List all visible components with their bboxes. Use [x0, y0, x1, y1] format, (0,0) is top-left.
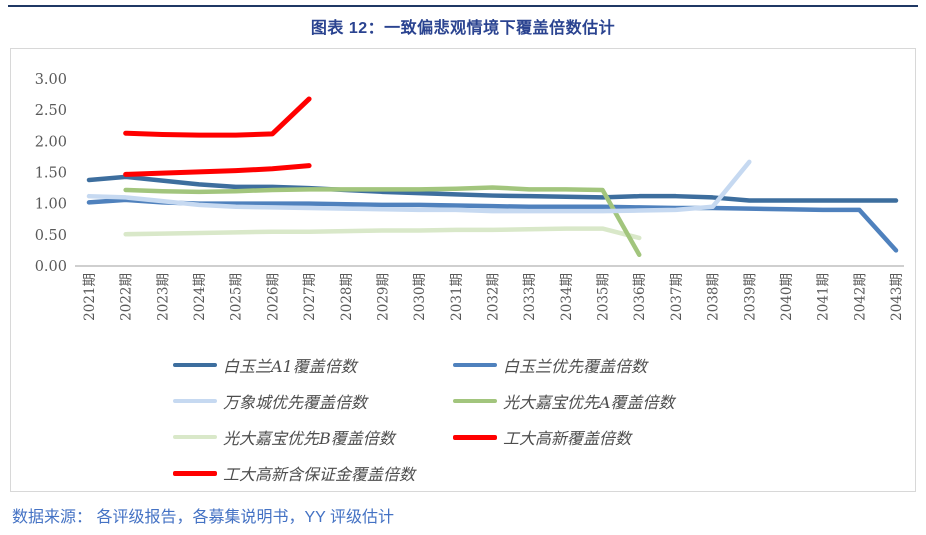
series-line — [123, 185, 642, 258]
chart-panel: 0.00 0.50 1.00 1.50 2.00 2.50 3.00 2021期 2022期 20… — [10, 48, 916, 492]
x-axis-tick-label: 2029期 — [375, 273, 391, 321]
series-line — [123, 163, 312, 177]
series-line — [86, 197, 899, 253]
legend-swatch — [453, 363, 497, 367]
x-axis-tick-label: 2024期 — [192, 273, 208, 321]
legend-item: 光大嘉宝优先A覆盖倍数 — [453, 389, 753, 413]
y-axis-tick-label: 2.00 — [35, 134, 67, 150]
x-axis-tick-label: 2039期 — [742, 273, 758, 321]
legend-label: 万象城优先覆盖倍数 — [223, 393, 368, 412]
series-line — [86, 174, 899, 203]
figure-page: 图表 12：一致偏悲观情境下覆盖倍数估计 0.00 0.50 1.00 1.50 2.0… — [0, 5, 926, 526]
x-axis-tick-label: 2037期 — [669, 273, 685, 321]
x-axis-tick-label: 2027期 — [302, 273, 318, 321]
legend-label: 工大高新覆盖倍数 — [503, 429, 632, 448]
x-axis-tick-label: 2023期 — [155, 273, 171, 321]
y-axis-tick-label: 3.00 — [35, 72, 67, 88]
x-axis-tick-label: 2026期 — [265, 273, 281, 321]
legend-label: 白玉兰优先覆盖倍数 — [503, 357, 648, 376]
x-axis-tick-label: 2021期 — [82, 273, 98, 321]
line-chart: 0.00 0.50 1.00 1.50 2.00 2.50 3.00 2021期 2022期 20… — [35, 72, 905, 321]
x-axis-tick-label: 2043期 — [889, 273, 905, 321]
legend-swatch — [173, 435, 217, 439]
x-axis-tick-label: 2041期 — [816, 273, 832, 321]
x-axis-tick-label: 2028期 — [339, 273, 355, 321]
x-axis-tick-label: 2040期 — [779, 273, 795, 321]
y-axis-tick-label: 0.00 — [35, 259, 67, 275]
series-line — [123, 96, 312, 138]
legend-label: 光大嘉宝优先A覆盖倍数 — [503, 393, 675, 412]
legend-swatch — [453, 434, 497, 440]
series-line — [123, 226, 642, 241]
x-axis-tick-label: 2033期 — [522, 273, 538, 321]
x-axis-tick-label: 2035期 — [596, 273, 612, 321]
x-axis-tick-label: 2038期 — [706, 273, 722, 321]
figure-title: 图表 12：一致偏悲观情境下覆盖倍数估计 — [310, 20, 616, 37]
legend-item: 万象城优先覆盖倍数 — [173, 389, 453, 413]
x-axis-tick-label: 2031期 — [449, 273, 465, 321]
series-line — [86, 159, 752, 214]
legend-item: 光大嘉宝优先B覆盖倍数 — [173, 425, 453, 449]
chart-legend: 白玉兰A1覆盖倍数 白玉兰优先覆盖倍数万象城优先覆盖倍数 光大嘉宝优先A覆盖倍数光大… — [11, 353, 915, 485]
legend-swatch — [173, 470, 217, 476]
legend-swatch — [173, 363, 217, 367]
y-axis-tick-label: 2.50 — [35, 103, 67, 119]
legend-label: 光大嘉宝优先B覆盖倍数 — [223, 429, 395, 448]
legend-item: 白玉兰A1覆盖倍数 — [173, 353, 453, 377]
top-divider — [8, 5, 918, 7]
legend-swatch — [173, 399, 217, 403]
x-axis-tick-label: 2025期 — [229, 273, 245, 321]
x-axis-tick-label: 2036期 — [632, 273, 648, 321]
x-axis-tick-label: 2034期 — [559, 273, 575, 321]
legend-item: 工大高新含保证金覆盖倍数 — [173, 461, 453, 485]
y-axis-tick-label: 0.50 — [35, 228, 67, 244]
y-axis-tick-label: 1.50 — [35, 166, 67, 182]
y-axis-tick-label: 1.00 — [35, 197, 67, 213]
x-axis-tick-label: 2030期 — [412, 273, 428, 321]
legend-item: 白玉兰优先覆盖倍数 — [453, 353, 753, 377]
legend-swatch — [453, 399, 497, 403]
x-axis-tick-label: 2032期 — [486, 273, 502, 321]
data-source-note: 数据来源： 各评级报告，各募集说明书，YY 评级估计 — [12, 509, 394, 526]
legend-label: 白玉兰A1覆盖倍数 — [223, 357, 357, 376]
legend-item: 工大高新覆盖倍数 — [453, 425, 753, 449]
legend-label: 工大高新含保证金覆盖倍数 — [223, 465, 416, 484]
x-axis-tick-label: 2022期 — [119, 273, 135, 321]
x-axis-tick-label: 2042期 — [852, 273, 868, 321]
